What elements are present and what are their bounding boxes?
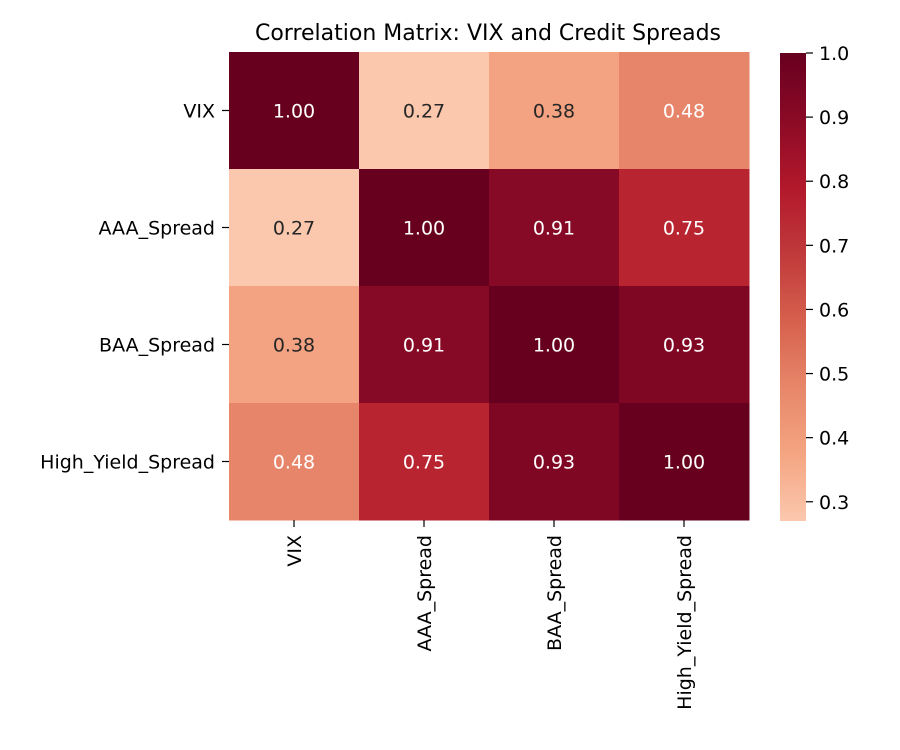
colorbar-tick-label: 0.9 [819,107,849,129]
cell-value-label: 0.38 [533,101,575,123]
heatmap-cells [229,52,750,521]
colorbar-tick-label: 0.6 [819,299,849,321]
heatmap-cell [359,169,490,287]
heatmap-cell [619,403,750,521]
row-label: AAA_Spread [99,218,215,240]
heatmap-cell-labels: 1.00 0.27 0.38 0.48 0.27 1.00 0.91 0.75 0.38 0.91… [273,101,705,474]
colorbar-tick-label: 0.5 [819,364,849,386]
cell-value-label: 0.48 [273,452,315,474]
cell-value-label: 0.48 [663,101,705,123]
cell-value-label: 0.93 [663,335,705,357]
heatmap-cell [489,286,620,404]
heatmap-cell [359,286,490,404]
cell-value-label: 1.00 [403,218,445,240]
cell-value-label: 0.75 [403,452,445,474]
column-label: BAA_Spread [544,535,566,651]
row-labels: VIX AAA_Spread BAA_Spread High_Yield_Spread [40,101,229,474]
heatmap-cell [229,286,360,404]
row-label: High_Yield_Spread [40,452,215,474]
cell-value-label: 1.00 [533,335,575,357]
colorbar-tick-label: 0.8 [819,171,849,193]
row-label: VIX [183,101,215,123]
cell-value-label: 0.91 [403,335,445,357]
column-label: High_Yield_Spread [674,535,696,710]
cell-value-label: 0.38 [273,335,315,357]
colorbar-tick-label: 0.4 [819,428,849,450]
colorbar-tick-label: 1.0 [819,43,849,65]
colorbar [780,53,806,521]
heatmap-cell [619,52,750,170]
cell-value-label: 0.75 [663,218,705,240]
heatmap-cell [489,169,620,287]
row-label: BAA_Spread [99,335,215,357]
heatmap-cell [359,403,490,521]
cell-value-label: 0.27 [273,218,315,240]
cell-value-label: 1.00 [663,452,705,474]
cell-value-label: 0.91 [533,218,575,240]
heatmap-cell [229,169,360,287]
column-label: VIX [284,535,306,567]
cell-value-label: 1.00 [273,101,315,123]
column-labels: VIX AAA_Spread BAA_Spread High_Yield_Spread [284,520,696,710]
heatmap-cell [619,286,750,404]
colorbar-ticks: 0.3 0.4 0.5 0.6 0.7 0.8 0.9 1.0 [806,43,849,514]
heatmap-cell [489,403,620,521]
heatmap-cell [619,169,750,287]
cell-value-label: 0.27 [403,101,445,123]
heatmap-cell [229,403,360,521]
heatmap-cell [359,52,490,170]
heatmap-cell [489,52,620,170]
colorbar-tick-label: 0.7 [819,235,849,257]
colorbar-tick-label: 0.3 [819,492,849,514]
cell-value-label: 0.93 [533,452,575,474]
heatmap-cell [229,52,360,170]
chart-title: Correlation Matrix: VIX and Credit Sprea… [255,21,721,46]
column-label: AAA_Spread [414,535,436,651]
